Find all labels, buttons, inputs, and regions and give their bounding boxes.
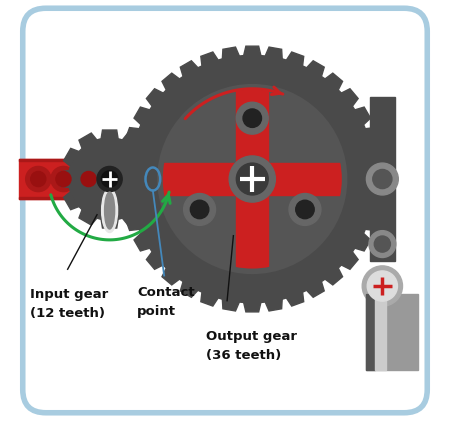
- Polygon shape: [201, 52, 218, 66]
- Polygon shape: [286, 52, 304, 66]
- Polygon shape: [122, 210, 140, 225]
- Text: Output gear: Output gear: [206, 330, 297, 343]
- Polygon shape: [243, 46, 261, 56]
- Polygon shape: [265, 299, 282, 311]
- Polygon shape: [101, 219, 118, 228]
- Polygon shape: [306, 282, 324, 297]
- Bar: [365, 294, 418, 370]
- Bar: [19, 159, 384, 162]
- Circle shape: [229, 156, 275, 202]
- Polygon shape: [146, 89, 163, 106]
- Circle shape: [296, 200, 314, 218]
- Ellipse shape: [104, 192, 115, 229]
- Polygon shape: [342, 252, 358, 269]
- Polygon shape: [101, 130, 118, 139]
- Circle shape: [236, 102, 268, 134]
- Circle shape: [129, 55, 376, 303]
- Circle shape: [236, 163, 268, 195]
- Polygon shape: [355, 233, 370, 251]
- Circle shape: [97, 166, 122, 192]
- Polygon shape: [120, 149, 132, 166]
- Polygon shape: [140, 148, 156, 166]
- Polygon shape: [325, 73, 342, 90]
- Text: point: point: [137, 305, 176, 318]
- Polygon shape: [325, 268, 342, 285]
- Polygon shape: [63, 192, 79, 210]
- Circle shape: [366, 163, 398, 195]
- Polygon shape: [180, 282, 198, 297]
- Polygon shape: [79, 133, 97, 149]
- Polygon shape: [222, 299, 239, 311]
- Circle shape: [26, 166, 51, 192]
- Text: (36 teeth): (36 teeth): [206, 349, 281, 362]
- Ellipse shape: [102, 189, 117, 232]
- Circle shape: [31, 171, 46, 187]
- Circle shape: [68, 138, 151, 220]
- Bar: [19, 159, 384, 199]
- Polygon shape: [63, 148, 79, 166]
- Polygon shape: [125, 128, 139, 145]
- Polygon shape: [355, 107, 370, 125]
- Circle shape: [289, 194, 321, 225]
- Polygon shape: [201, 292, 218, 306]
- Polygon shape: [306, 61, 324, 76]
- Text: Input gear: Input gear: [30, 288, 108, 301]
- Polygon shape: [162, 73, 180, 90]
- Polygon shape: [286, 292, 304, 306]
- Polygon shape: [222, 47, 239, 59]
- Circle shape: [51, 166, 76, 192]
- Circle shape: [373, 170, 392, 189]
- Polygon shape: [180, 61, 198, 76]
- Circle shape: [184, 194, 216, 225]
- Polygon shape: [365, 128, 379, 145]
- Polygon shape: [236, 88, 268, 179]
- Polygon shape: [150, 171, 158, 187]
- Polygon shape: [120, 192, 132, 209]
- Polygon shape: [236, 179, 268, 269]
- Text: Contact: Contact: [137, 286, 194, 299]
- Polygon shape: [134, 233, 150, 251]
- Polygon shape: [365, 213, 379, 230]
- Circle shape: [362, 266, 402, 306]
- Circle shape: [160, 87, 345, 272]
- Circle shape: [56, 171, 71, 187]
- Circle shape: [374, 236, 391, 252]
- Polygon shape: [61, 171, 69, 187]
- Circle shape: [369, 231, 396, 258]
- Circle shape: [101, 171, 118, 187]
- Polygon shape: [162, 163, 253, 195]
- Polygon shape: [243, 303, 261, 312]
- Polygon shape: [125, 213, 139, 230]
- Text: (12 teeth): (12 teeth): [30, 307, 105, 320]
- Polygon shape: [376, 171, 385, 188]
- Polygon shape: [373, 192, 384, 209]
- Polygon shape: [342, 89, 358, 106]
- Bar: [370, 97, 395, 261]
- Circle shape: [367, 271, 397, 301]
- Circle shape: [243, 109, 261, 128]
- Polygon shape: [373, 149, 384, 166]
- Polygon shape: [79, 210, 97, 225]
- Polygon shape: [162, 268, 180, 285]
- Circle shape: [190, 200, 209, 218]
- Bar: [19, 197, 384, 199]
- Polygon shape: [119, 171, 129, 188]
- Polygon shape: [122, 133, 140, 149]
- Circle shape: [76, 166, 101, 192]
- Circle shape: [81, 171, 96, 187]
- Bar: [375, 294, 386, 370]
- Polygon shape: [140, 192, 156, 210]
- Polygon shape: [265, 47, 282, 59]
- Bar: [365, 294, 375, 370]
- Polygon shape: [146, 252, 163, 269]
- Polygon shape: [134, 107, 150, 125]
- Polygon shape: [252, 163, 343, 195]
